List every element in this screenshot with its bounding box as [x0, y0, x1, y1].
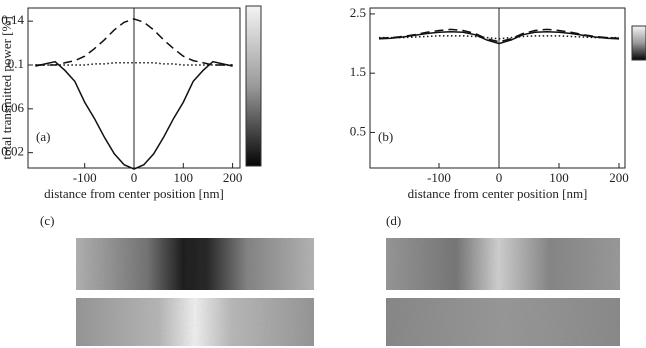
- image-label: (d): [386, 213, 401, 228]
- field-image: [386, 298, 620, 346]
- y-tick-label: 0.02: [1, 144, 24, 159]
- data-line: [35, 62, 233, 66]
- data-line: [378, 28, 620, 43]
- x-tick-label: 0: [496, 170, 503, 185]
- panel-label: (b): [378, 129, 393, 144]
- x-tick-label: -100: [427, 170, 451, 185]
- x-tick-label: 100: [174, 170, 194, 185]
- plot-frame: [369, 7, 626, 169]
- x-axis-label: distance from center position [nm]: [408, 186, 588, 201]
- y-axis-label: total transmitted power [%]: [0, 16, 14, 159]
- x-tick-label: 200: [223, 170, 243, 185]
- y-tick-label: 0.14: [1, 12, 24, 27]
- data-line: [379, 35, 619, 40]
- y-tick-label: 2.5: [350, 5, 366, 20]
- field-image: [76, 238, 314, 290]
- colorbar: [245, 5, 262, 167]
- y-tick-label: 0.1: [8, 56, 24, 71]
- field-image: [386, 238, 620, 290]
- image-label: (c): [40, 213, 54, 228]
- data-line: [35, 60, 233, 170]
- x-tick-label: -100: [73, 170, 97, 185]
- x-axis-label: distance from center position [nm]: [44, 186, 224, 201]
- data-line: [35, 18, 233, 66]
- y-tick-label: 1.5: [350, 64, 366, 79]
- y-tick-label: 0.5: [350, 123, 366, 138]
- panel-label: (a): [36, 129, 50, 144]
- x-tick-label: 0: [131, 170, 138, 185]
- field-image: [76, 298, 314, 346]
- y-tick-label: 0.06: [1, 100, 24, 115]
- x-tick-label: 100: [549, 170, 569, 185]
- colorbar: [631, 25, 646, 61]
- data-line: [378, 30, 620, 45]
- x-tick-label: 200: [609, 170, 629, 185]
